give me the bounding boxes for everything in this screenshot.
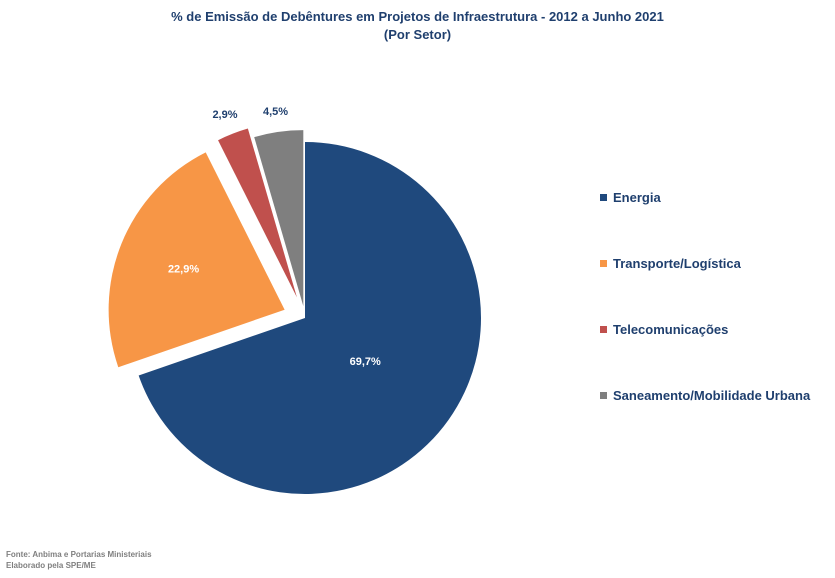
source-text: Fonte: Anbima e Portarias Ministeriais: [6, 550, 152, 559]
legend-swatch: [600, 260, 607, 267]
data-label-3: 4,5%: [263, 106, 288, 118]
source-note: Fonte: Anbima e Portarias Ministeriais E…: [6, 549, 152, 571]
pie-slice-2: [218, 128, 297, 298]
data-label-0: 69,7%: [350, 356, 381, 368]
legend-item-transporte: Transporte/Logística: [600, 256, 741, 271]
chart-subtitle: (Por Setor): [383, 27, 452, 42]
legend-item-telecom: Telecomunicações: [600, 322, 728, 337]
legend-label: Saneamento/Mobilidade Urbana: [613, 388, 811, 403]
pie-slice-3: [254, 130, 304, 307]
pie-slice-0: [138, 142, 482, 495]
legend-item-saneamento: Saneamento/Mobilidade Urbana: [600, 388, 810, 403]
legend-label: Telecomunicações: [613, 322, 729, 337]
data-label-1: 22,9%: [168, 264, 199, 276]
credit-text: Elaborado pela SPE/ME: [6, 561, 96, 570]
legend-swatch: [600, 194, 607, 201]
chart-title: % de Emissão de Debêntures em Projetos d…: [171, 9, 664, 24]
legend-label: Energia: [613, 190, 661, 205]
data-label-2: 2,9%: [212, 109, 237, 121]
legend-label: Transporte/Logística: [613, 256, 741, 271]
legend-item-energia: Energia: [600, 190, 661, 205]
chart-title-block: % de Emissão de Debêntures em Projetos d…: [0, 8, 835, 44]
legend-swatch: [600, 392, 607, 399]
pie-slice-1: [108, 152, 285, 368]
legend-swatch: [600, 326, 607, 333]
